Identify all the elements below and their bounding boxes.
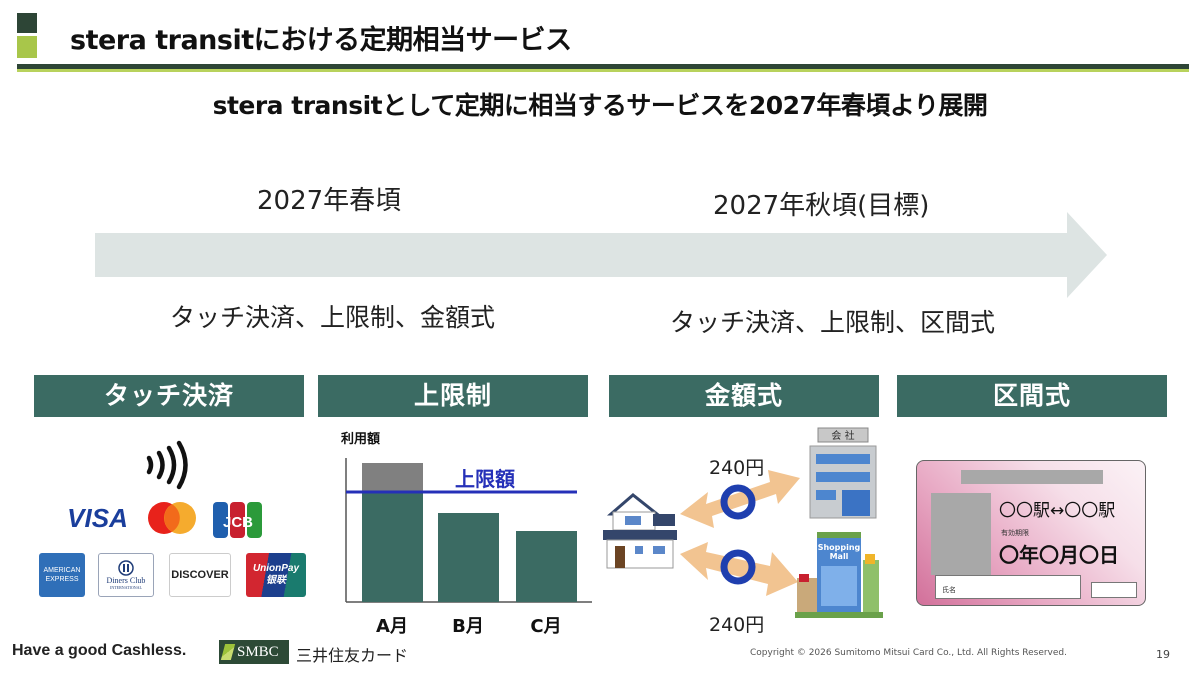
shopping-mall-icon: Shopping Mall xyxy=(795,532,883,618)
page-number: 19 xyxy=(1156,648,1170,661)
pass-small-box xyxy=(1091,582,1137,598)
fare-top-label: 240円 xyxy=(709,457,765,479)
section-header-route-type: 区間式 xyxy=(897,375,1167,417)
smbc-text: SMBC xyxy=(237,643,279,660)
svg-text:Mall: Mall xyxy=(830,552,849,561)
page-title: stera transitにおける定期相当サービス xyxy=(70,25,572,56)
copyright: Copyright © 2026 Sumitomo Mitsui Card Co… xyxy=(750,648,1067,658)
unionpay-logo: UnionPay 银联 xyxy=(246,553,306,597)
amex-text-2: EXPRESS xyxy=(45,576,79,583)
ok-mark-bottom xyxy=(720,549,756,585)
smbc-logo: SMBC xyxy=(219,640,289,664)
cap-xlabel-a: A月 xyxy=(376,616,408,637)
round-trip-arrows-icon xyxy=(680,470,800,596)
fare-bottom-label: 240円 xyxy=(709,614,765,636)
amex-text-1: AMERICAN xyxy=(43,567,81,574)
diners-mark-icon xyxy=(118,560,134,576)
unionpay-text-2: 银联 xyxy=(266,575,286,586)
visa-logo: VISA xyxy=(67,502,128,533)
pass-route: 〇〇駅↔〇〇駅 xyxy=(999,501,1116,521)
cap-chart-ylabel: 利用額 xyxy=(341,432,381,447)
cap-chart xyxy=(345,458,592,603)
house-icon xyxy=(603,493,677,569)
svg-text:JCB: JCB xyxy=(223,514,253,531)
slide-subtitle: stera transitとして定期に相当するサービスを2027年春頃より展開 xyxy=(212,91,988,120)
diners-text-2: INTERNATIONAL xyxy=(110,585,142,590)
bar-b-month xyxy=(438,513,499,602)
diners-club-logo: Diners Club INTERNATIONAL xyxy=(98,553,154,597)
mastercard-logo-icon xyxy=(148,502,196,534)
pass-header-bar xyxy=(961,470,1103,484)
smbc-mark-icon xyxy=(220,644,236,660)
bar-c-month xyxy=(516,531,577,602)
pass-photo-area xyxy=(931,493,991,575)
header-square-dark xyxy=(17,13,37,33)
discover-logo: DISCOVER xyxy=(169,553,231,597)
cap-line-label: 上限額 xyxy=(455,467,515,491)
footer-slogan: Have a good Cashless. xyxy=(12,642,187,659)
pass-valid-date: 〇年〇月〇日 xyxy=(999,543,1119,567)
office-building-icon: 会 社 xyxy=(809,427,877,519)
amex-logo: AMERICAN EXPRESS xyxy=(39,553,85,597)
section-header-touch-payment: タッチ決済 xyxy=(34,375,304,417)
pass-valid-label: 有効期限 xyxy=(1001,529,1029,537)
cap-xlabel-b: B月 xyxy=(452,616,484,637)
timeline-phase-1-date: 2027年春頃 xyxy=(257,186,402,216)
cap-xlabel-c: C月 xyxy=(530,616,562,637)
timeline-phase-1-features: タッチ決済、上限制、金額式 xyxy=(170,303,496,332)
timeline-phase-2-date: 2027年秋頃(目標) xyxy=(713,191,930,221)
pass-name-field: 氏名 xyxy=(935,575,1081,599)
jcb-logo-icon: JCB xyxy=(213,502,262,538)
ok-mark-top xyxy=(720,484,756,520)
contactless-icon xyxy=(146,440,188,490)
company-name: 三井住友カード xyxy=(296,646,409,665)
header-divider-accent xyxy=(17,69,1189,72)
header-square-light xyxy=(17,36,37,58)
bar-a-excess xyxy=(362,463,423,492)
unionpay-text-1: UnionPay xyxy=(252,563,300,574)
timeline-arrow-icon xyxy=(95,212,1107,298)
section-header-amount-type: 金額式 xyxy=(609,375,879,417)
svg-text:会 社: 会 社 xyxy=(831,429,854,442)
svg-text:Shopping: Shopping xyxy=(818,543,861,552)
header-divider xyxy=(17,64,1189,69)
timeline-phase-2-features: タッチ決済、上限制、区間式 xyxy=(670,308,996,337)
section-header-cap-system: 上限制 xyxy=(318,375,588,417)
diners-text-1: Diners Club xyxy=(106,576,146,585)
commuter-pass-card: 〇〇駅↔〇〇駅 有効期限 〇年〇月〇日 氏名 xyxy=(916,460,1146,606)
